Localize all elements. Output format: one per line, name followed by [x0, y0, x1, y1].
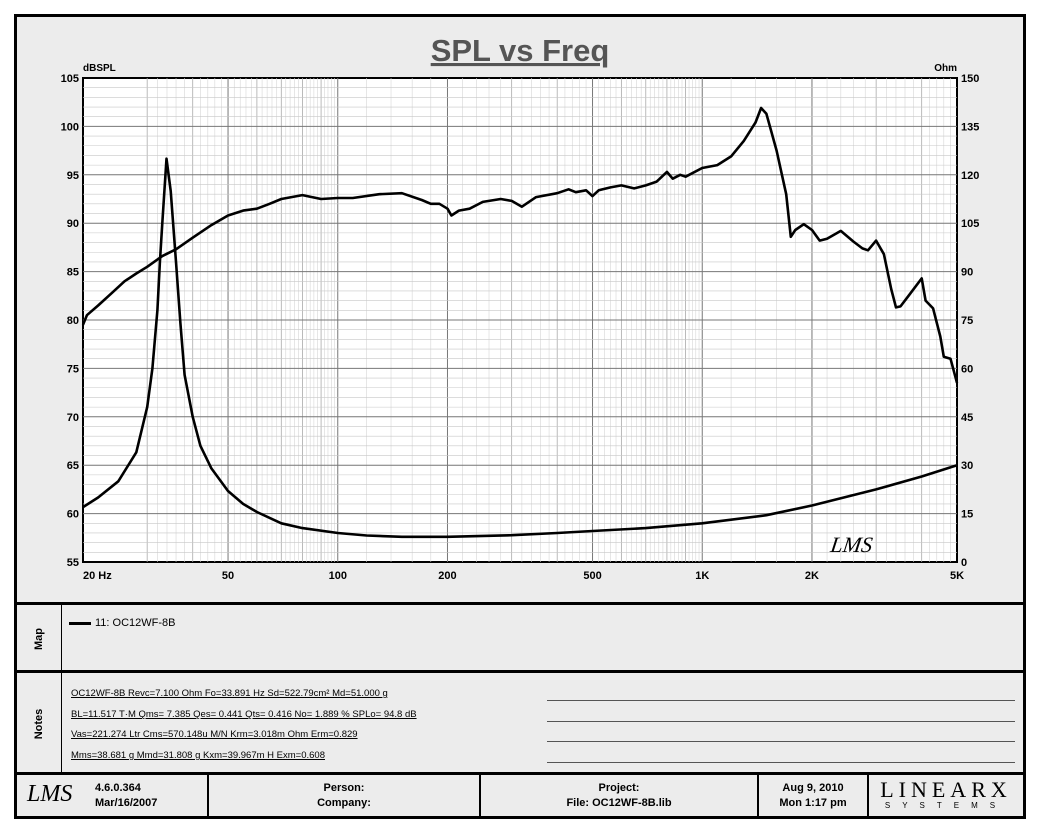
lms-logo: LMS: [27, 781, 73, 807]
x-tick-label: 5K: [950, 570, 964, 582]
map-section: Map 11: OC12WF-8B: [17, 602, 1023, 673]
y-right-tick-label: 15: [961, 509, 973, 521]
y-right-tick-label: 60: [961, 363, 973, 375]
print-date: Aug 9, 2010: [782, 782, 844, 794]
linearx-logo: LINEARX SYSTEMS: [869, 775, 1023, 816]
y-left-tick-label: 80: [67, 315, 79, 327]
impedance-curve: [82, 157, 958, 539]
brand-name: LINEARX: [880, 777, 1012, 802]
y-left-tick-label: 55: [67, 557, 79, 569]
y-right-tick-label: 75: [961, 315, 973, 327]
print-time: Mon 1:17 pm: [779, 797, 847, 809]
y-left-tick-label: 105: [61, 73, 79, 85]
person-cell: Person: Company:: [209, 775, 481, 816]
tick-labels: 20 Hz 50 100 200 500 1K 2K 5K 55 60 65 70 75 80 85 90 95…: [61, 73, 980, 582]
spl-chart: SPL vs Freq dBSPL Ohm 20 Hz 50 100 200 500 1K…: [61, 33, 980, 582]
y-right-tick-label: 105: [961, 218, 979, 230]
software-version: 4.6.0.364: [95, 782, 141, 794]
x-tick-label: 2K: [805, 570, 819, 582]
file-name: File: OC12WF-8B.lib: [566, 797, 672, 809]
legend-line-swatch: [69, 621, 91, 625]
y-right-tick-label: 135: [961, 121, 979, 133]
y-left-tick-label: 65: [67, 460, 79, 472]
note-line-3: Vas=221.274 Ltr Cms=570.148u M/N Krm=3.0…: [71, 729, 358, 740]
y-left-tick-label: 85: [67, 267, 79, 279]
map-label: Map: [33, 628, 45, 650]
note-rule: [547, 741, 1015, 742]
y-right-tick-label: 120: [961, 170, 979, 182]
project-cell: Project: File: OC12WF-8B.lib: [481, 775, 759, 816]
y-left-tick-label: 75: [67, 363, 79, 375]
y-right-tick-label: 0: [961, 557, 967, 569]
x-tick-label: 100: [329, 570, 347, 582]
brand-subtitle: SYSTEMS: [884, 801, 1008, 810]
legend-entry: 11: OC12WF-8B: [69, 617, 176, 629]
spl-curve: [81, 106, 959, 384]
y-right-tick-label: 90: [961, 267, 973, 279]
note-line-4: Mms=38.681 g Mmd=31.808 g Kxm=39.967m H …: [71, 750, 325, 761]
lms-watermark: LMS: [828, 532, 874, 557]
x-tick-label: 20 Hz: [83, 570, 112, 582]
version-cell: LMS 4.6.0.364 Mar/16/2007: [17, 775, 209, 816]
notes-label: Notes: [33, 708, 45, 740]
y-left-tick-label: 90: [67, 218, 79, 230]
notes-section: Notes OC12WF-8B Revc=7.100 Ohm Fo=33.891…: [17, 670, 1023, 775]
chart-title: SPL vs Freq: [431, 33, 610, 68]
y-left-tick-label: 70: [67, 412, 79, 424]
legend-label: 11: OC12WF-8B: [95, 617, 176, 629]
date-cell: Aug 9, 2010 Mon 1:17 pm: [759, 775, 869, 816]
note-line-2: BL=11.517 T·M Qms= 7.385 Qes= 0.441 Qts=…: [71, 709, 417, 720]
note-line-1: OC12WF-8B Revc=7.100 Ohm Fo=33.891 Hz Sd…: [71, 688, 388, 699]
software-date: Mar/16/2007: [95, 797, 158, 809]
y-left-tick-label: 60: [67, 509, 79, 521]
notes-side-label: Notes: [17, 673, 62, 775]
x-tick-label: 1K: [695, 570, 709, 582]
y-left-tick-label: 100: [61, 121, 79, 133]
project-label: Project:: [598, 782, 640, 794]
y-left-tick-label: 95: [67, 170, 79, 182]
person-label: Person:: [323, 782, 365, 794]
y-right-tick-label: 45: [961, 412, 973, 424]
x-tick-label: 200: [438, 570, 456, 582]
y-right-tick-label: 150: [961, 73, 979, 85]
report-sheet: SPL vs Freq dBSPL Ohm 20 Hz 50 100 200 500 1K…: [14, 14, 1026, 819]
map-side-label: Map: [17, 605, 62, 673]
company-label: Company:: [317, 797, 371, 809]
right-axis-unit: Ohm: [934, 63, 957, 74]
note-rule: [547, 762, 1015, 763]
x-tick-label: 500: [583, 570, 601, 582]
x-tick-label: 50: [222, 570, 234, 582]
series-lines: [81, 106, 959, 539]
grid-lines: [83, 78, 957, 562]
footer-bar: LMS 4.6.0.364 Mar/16/2007 Person: Compan…: [17, 772, 1023, 816]
y-right-tick-label: 30: [961, 460, 973, 472]
left-axis-unit: dBSPL: [83, 63, 116, 74]
note-rule: [547, 721, 1015, 722]
note-rule: [547, 700, 1015, 701]
